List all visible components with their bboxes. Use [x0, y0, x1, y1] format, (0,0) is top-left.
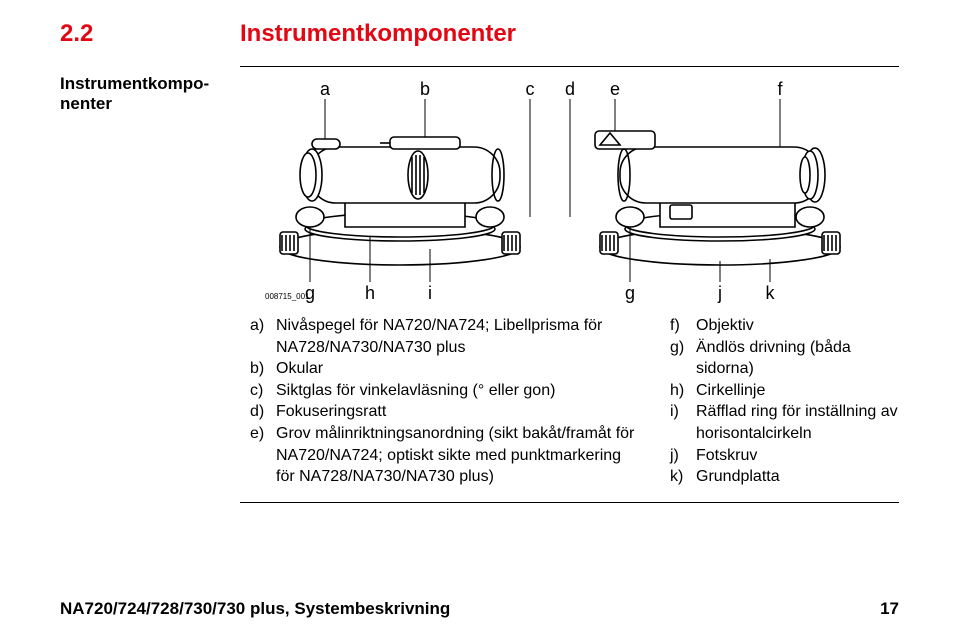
label-a: a — [320, 79, 331, 99]
legend-item: f)Objektiv — [670, 315, 899, 337]
legend-right-col: f)Objektivg)Ändlös drivning (båda sidorn… — [670, 315, 899, 488]
legend-key: b) — [250, 358, 276, 380]
legend-item: a)Nivåspegel för NA720/NA724; Libellpris… — [250, 315, 640, 358]
legend-key: h) — [670, 380, 696, 402]
legend-key: f) — [670, 315, 696, 337]
label-k: k — [766, 283, 776, 303]
legend-item: e)Grov målinriktningsanordning (sikt bak… — [250, 423, 640, 488]
legend-key: k) — [670, 466, 696, 488]
label-g1: g — [305, 283, 315, 303]
legend-key: g) — [670, 337, 696, 380]
legend-text: Fokuseringsratt — [276, 401, 640, 423]
label-c: c — [526, 79, 535, 99]
legend-text: Grundplatta — [696, 466, 899, 488]
legend-text: Fotskruv — [696, 445, 899, 467]
legend-key: c) — [250, 380, 276, 402]
label-j: j — [717, 283, 722, 303]
legend-item: c)Siktglas för vinkelavläsning (° eller … — [250, 380, 640, 402]
label-b: b — [420, 79, 430, 99]
label-h: h — [365, 283, 375, 303]
legend-key: a) — [250, 315, 276, 358]
footer-page-number: 17 — [880, 599, 899, 619]
legend: a)Nivåspegel för NA720/NA724; Libellpris… — [240, 315, 899, 488]
legend-item: g)Ändlös drivning (båda sidorna) — [670, 337, 899, 380]
legend-text: Cirkellinje — [696, 380, 899, 402]
legend-key: i) — [670, 401, 696, 444]
legend-text: Grov målinriktningsanordning (sikt bakåt… — [276, 423, 640, 488]
footer-left: NA720/724/728/730/730 plus, Systembeskri… — [60, 599, 450, 619]
label-f: f — [777, 79, 783, 99]
section-title: Instrumentkomponenter — [240, 20, 516, 48]
legend-text: Ändlös drivning (båda sidorna) — [696, 337, 899, 380]
legend-item: i)Räfflad ring för inställning av horiso… — [670, 401, 899, 444]
label-i: i — [428, 283, 432, 303]
label-d: d — [565, 79, 575, 99]
label-e: e — [610, 79, 620, 99]
legend-item: h)Cirkellinje — [670, 380, 899, 402]
diagram-area: a b c d e f — [240, 66, 899, 488]
legend-text: Okular — [276, 358, 640, 380]
figure-code: 008715_001 — [265, 292, 310, 301]
legend-item: b)Okular — [250, 358, 640, 380]
legend-key: j) — [670, 445, 696, 467]
subsection-label: Instrumentkompo-nenter — [60, 66, 240, 114]
legend-key: d) — [250, 401, 276, 423]
instrument-diagram: a b c d e f — [250, 77, 890, 307]
legend-text: Nivåspegel för NA720/NA724; Libellprisma… — [276, 315, 640, 358]
divider — [240, 502, 899, 503]
legend-item: d)Fokuseringsratt — [250, 401, 640, 423]
legend-key: e) — [250, 423, 276, 488]
legend-text: Objektiv — [696, 315, 899, 337]
legend-item: j)Fotskruv — [670, 445, 899, 467]
label-g2: g — [625, 283, 635, 303]
legend-left-col: a)Nivåspegel för NA720/NA724; Libellpris… — [250, 315, 640, 488]
section-number: 2.2 — [60, 20, 240, 48]
legend-item: k)Grundplatta — [670, 466, 899, 488]
legend-text: Räfflad ring för inställning av horisont… — [696, 401, 899, 444]
legend-text: Siktglas för vinkelavläsning (° eller go… — [276, 380, 640, 402]
